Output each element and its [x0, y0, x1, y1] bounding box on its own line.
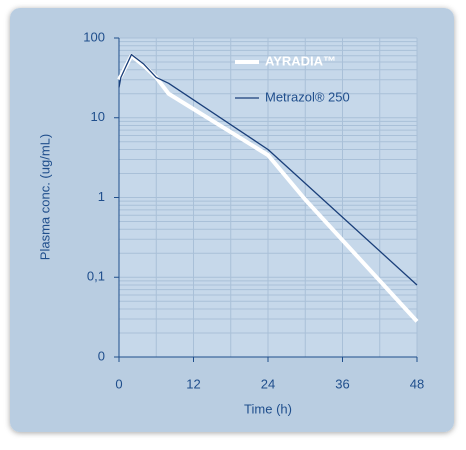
x-tick-label: 0 [115, 376, 122, 391]
y-tick-label: 10 [91, 109, 105, 124]
x-tick-label: 12 [186, 376, 200, 391]
legend-label: Metrazol® 250 [265, 89, 350, 104]
legend-label: AYRADIA™ [265, 53, 336, 68]
x-tick-label: 48 [410, 376, 424, 391]
y-tick-label: 0,1 [87, 269, 105, 284]
data-line [118, 53, 418, 286]
y-tick-label: 0 [98, 348, 105, 363]
x-tick-label: 24 [261, 376, 275, 391]
y-tick-label: 1 [98, 189, 105, 204]
data-line [117, 53, 419, 323]
x-tick-label: 36 [335, 376, 349, 391]
x-axis-label: Time (h) [244, 401, 292, 416]
y-axis-label: Plasma conc. (ug/mL) [37, 134, 52, 260]
y-tick-label: 100 [83, 29, 105, 44]
